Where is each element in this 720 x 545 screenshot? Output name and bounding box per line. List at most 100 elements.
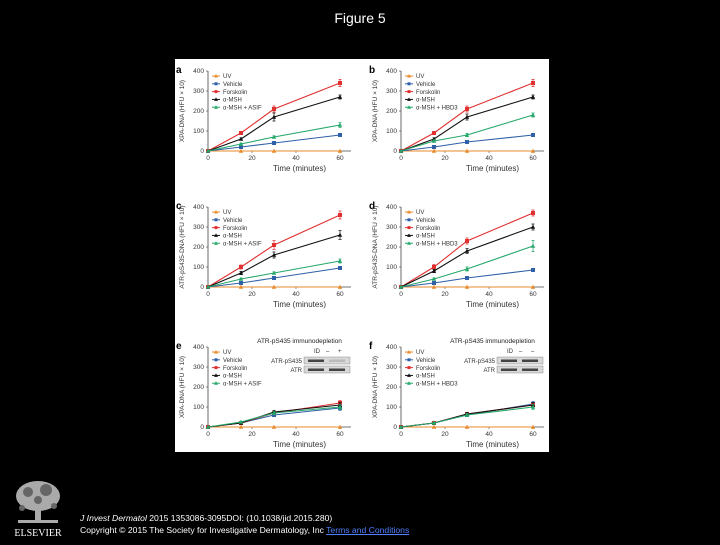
data-point — [337, 122, 343, 127]
x-axis-label: Time (minutes) — [466, 440, 519, 449]
x-tick-label: 0 — [206, 291, 210, 298]
legend-marker — [214, 366, 218, 370]
series-line — [400, 269, 534, 288]
legend-entry: Forskolin — [416, 90, 440, 96]
legend-entry: α-MSH — [223, 234, 242, 240]
blot-band — [522, 368, 538, 371]
series-line — [207, 260, 341, 288]
data-point — [464, 132, 470, 137]
y-tick-label: 100 — [193, 128, 204, 135]
panel-letter: d — [369, 201, 375, 212]
data-point — [271, 284, 277, 289]
legend-marker — [407, 105, 411, 109]
data-point — [271, 410, 277, 415]
legend-entry: Vehicle — [416, 82, 436, 88]
legend-marker — [214, 210, 218, 214]
data-point — [432, 281, 436, 285]
data-point — [338, 213, 342, 217]
x-tick-label: 40 — [292, 431, 300, 438]
legend-entry: UV — [416, 210, 424, 216]
legend-marker — [407, 366, 411, 370]
legend-marker — [214, 90, 218, 94]
chart-panel-f: f ATR-pS435 immunodepletion 0 100 200 300 400 0… — [369, 338, 544, 449]
blot-band — [329, 359, 345, 362]
legend-entry: UV — [223, 350, 231, 356]
x-tick-label: 20 — [441, 291, 449, 298]
data-point — [530, 284, 536, 289]
data-point — [238, 141, 244, 146]
legend-marker — [214, 105, 218, 109]
blot-id-label: ID — [507, 349, 514, 355]
blot-id-label: ID — [314, 349, 321, 355]
copyright-text: Copyright © 2015 The Society for Investi… — [80, 524, 327, 535]
data-point — [464, 284, 470, 289]
legend-entry: Forskolin — [416, 366, 440, 372]
legend-marker — [407, 218, 411, 222]
data-point — [271, 252, 277, 257]
legend-entry: α-MSH + ASIF — [223, 381, 262, 387]
panel-letter: b — [369, 65, 375, 76]
data-point — [431, 424, 437, 429]
chart-panel-e: e ATR-pS435 immunodepletion 0 100 200 300 400 0… — [176, 338, 351, 449]
y-tick-label: 300 — [193, 88, 204, 95]
data-point — [337, 148, 343, 153]
terms-link[interactable]: Terms and Conditions — [326, 524, 410, 535]
series-line — [400, 226, 534, 288]
legend-marker — [407, 241, 411, 245]
series-line — [400, 212, 534, 288]
legend-entry: Forskolin — [223, 366, 247, 372]
x-tick-label: 60 — [529, 431, 537, 438]
blot-band — [329, 368, 345, 371]
blot-id-value: – — [326, 349, 330, 355]
data-point — [530, 424, 536, 429]
data-point — [530, 404, 536, 409]
series-line — [207, 124, 341, 152]
x-tick-label: 40 — [485, 155, 493, 162]
y-axis-label: XPA-DNA (HFU × 10) — [179, 356, 186, 418]
legend-marker — [214, 218, 218, 222]
y-tick-label: 300 — [386, 364, 397, 371]
data-point — [271, 134, 277, 139]
legend-entry: α-MSH — [223, 98, 242, 104]
legend-marker — [407, 233, 411, 237]
series-line — [400, 245, 534, 288]
data-point — [531, 81, 535, 85]
data-point — [431, 138, 437, 143]
data-point — [531, 211, 535, 215]
data-point — [398, 148, 404, 153]
chart-panel-b: b 0 100 200 300 400 0 20 40 60 Time (minutes) XPA-D… — [369, 65, 544, 173]
chart-panel-d: d 0 100 200 300 400 0 20 40 60 Time (minutes) ATR-p… — [369, 201, 544, 309]
data-point — [465, 107, 469, 111]
blot-band — [308, 368, 324, 371]
legend-entry: Vehicle — [223, 358, 243, 364]
data-point — [272, 141, 276, 145]
data-point — [271, 270, 277, 275]
panel-title: ATR-pS435 immunodepletion — [257, 338, 342, 345]
data-point — [431, 148, 437, 153]
citation-line: J Invest Dermatol 2015 1353086-3095DOI: … — [80, 513, 409, 525]
legend-entry: UV — [416, 350, 424, 356]
series-line — [207, 96, 341, 152]
legend-marker — [407, 210, 411, 214]
legend-entry: α-MSH + ASIF — [223, 241, 262, 247]
y-tick-label: 100 — [193, 264, 204, 271]
x-axis-label: Time (minutes) — [273, 440, 326, 449]
panel-letter: a — [176, 65, 182, 76]
legend-entry: α-MSH — [416, 374, 435, 380]
data-point — [338, 133, 342, 137]
y-tick-label: 100 — [386, 264, 397, 271]
legend-marker — [214, 373, 218, 377]
legend-entry: Vehicle — [223, 82, 243, 88]
data-point — [238, 148, 244, 153]
x-tick-label: 20 — [248, 155, 256, 162]
data-point — [238, 284, 244, 289]
data-point — [238, 424, 244, 429]
y-tick-label: 0 — [393, 424, 397, 431]
x-tick-label: 0 — [399, 291, 403, 298]
y-axis-label: XPA-DNA (HFU × 10) — [372, 356, 379, 418]
data-point — [432, 145, 436, 149]
y-tick-label: 400 — [193, 68, 204, 75]
y-tick-label: 200 — [386, 384, 397, 391]
x-tick-label: 20 — [248, 291, 256, 298]
data-point — [464, 266, 470, 271]
